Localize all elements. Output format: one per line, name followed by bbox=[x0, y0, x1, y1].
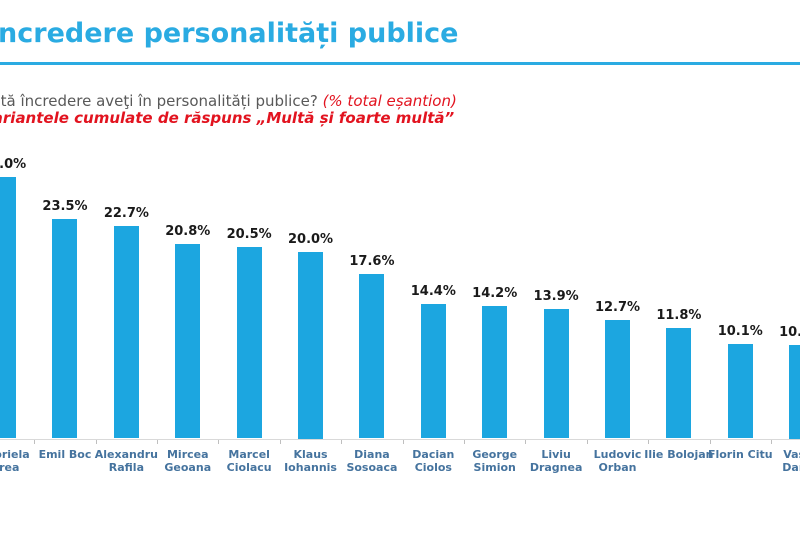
x-axis-tick bbox=[95, 439, 97, 444]
bar bbox=[298, 251, 324, 439]
category-label: Dacian Ciolos bbox=[412, 448, 455, 474]
category-label: Klaus Iohannis bbox=[284, 448, 337, 474]
category-label: George Simion bbox=[472, 448, 518, 474]
bar bbox=[605, 319, 630, 439]
bar bbox=[727, 344, 753, 439]
bar-value-label: 11.8% bbox=[656, 308, 702, 324]
response-note: variantele cumulate de răspuns „Multă și… bbox=[0, 109, 455, 127]
bar bbox=[0, 176, 17, 439]
x-axis-tick bbox=[341, 439, 343, 444]
bar bbox=[52, 218, 78, 439]
category-label: Vasile Dancu bbox=[782, 448, 800, 474]
survey-question-text: Câtă încredere aveţi în personalități pu… bbox=[0, 92, 323, 110]
survey-question: Câtă încredere aveţi în personalități pu… bbox=[0, 92, 457, 110]
x-axis-tick bbox=[34, 439, 36, 444]
bar bbox=[789, 345, 800, 439]
bar-value-label: 13.9% bbox=[533, 288, 579, 304]
bar-value-label: 22.7% bbox=[103, 206, 149, 222]
x-axis-tick bbox=[218, 439, 220, 444]
bar bbox=[420, 303, 446, 439]
bar bbox=[175, 244, 201, 439]
title-underline bbox=[0, 62, 800, 65]
x-axis-tick bbox=[648, 439, 650, 444]
category-label: Emil Boc bbox=[38, 448, 92, 461]
bar bbox=[359, 273, 385, 439]
category-label: Ludovic Orban bbox=[593, 448, 642, 474]
category-label: Alexandru Rafila bbox=[94, 448, 158, 474]
x-axis-tick bbox=[157, 439, 159, 444]
page-title: Încredere personalități publice bbox=[0, 18, 459, 49]
category-label: Marcel Ciolacu bbox=[226, 448, 272, 474]
bar bbox=[482, 305, 508, 439]
bar bbox=[543, 308, 569, 439]
bar-value-label: 10.0% bbox=[779, 325, 800, 340]
bar bbox=[236, 246, 262, 439]
bar-value-label: 28.0% bbox=[0, 156, 27, 172]
bar-value-label: 10.1% bbox=[717, 324, 763, 340]
bar bbox=[113, 226, 139, 439]
bar-value-label: 17.6% bbox=[349, 253, 395, 269]
sample-note: (% total eșantion) bbox=[322, 92, 457, 110]
x-axis-tick bbox=[525, 439, 527, 444]
bar-value-label: 14.2% bbox=[472, 285, 518, 301]
x-axis-tick bbox=[402, 439, 404, 444]
x-axis-tick bbox=[464, 439, 466, 444]
bar-value-label: 20.5% bbox=[226, 226, 272, 242]
bar-value-label: 20.0% bbox=[287, 231, 334, 247]
x-axis-tick bbox=[279, 439, 281, 444]
x-axis-tick bbox=[586, 439, 588, 444]
x-axis-tick bbox=[770, 439, 772, 444]
category-label: Gabriela Firea bbox=[0, 448, 30, 474]
category-label: Mircea Geoana bbox=[164, 448, 212, 474]
category-label: Ilie Bolojan bbox=[644, 448, 714, 461]
bar-value-label: 23.5% bbox=[42, 198, 88, 214]
bar-value-label: 20.8% bbox=[165, 224, 211, 240]
x-axis-tick bbox=[709, 439, 711, 444]
bar-value-label: 12.7% bbox=[594, 299, 641, 315]
bar-value-label: 14.4% bbox=[410, 283, 456, 299]
x-axis-line bbox=[0, 438, 800, 440]
bar bbox=[666, 328, 692, 439]
category-label: Florin Citu bbox=[707, 448, 773, 461]
category-label: Liviu Dragnea bbox=[529, 448, 583, 474]
category-label: Diana Sosoaca bbox=[346, 448, 398, 474]
